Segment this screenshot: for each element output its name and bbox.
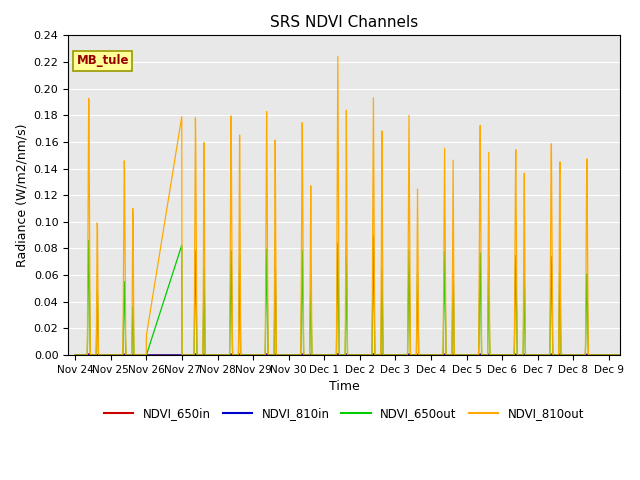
Title: SRS NDVI Channels: SRS NDVI Channels (269, 15, 418, 30)
Legend: NDVI_650in, NDVI_810in, NDVI_650out, NDVI_810out: NDVI_650in, NDVI_810in, NDVI_650out, NDV… (99, 402, 589, 425)
X-axis label: Time: Time (328, 380, 359, 393)
Text: MB_tule: MB_tule (76, 54, 129, 67)
Y-axis label: Radiance (W/m2/nm/s): Radiance (W/m2/nm/s) (15, 123, 28, 267)
